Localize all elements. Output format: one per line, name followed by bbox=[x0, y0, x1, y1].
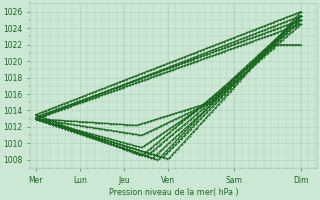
X-axis label: Pression niveau de la mer( hPa ): Pression niveau de la mer( hPa ) bbox=[108, 188, 238, 197]
